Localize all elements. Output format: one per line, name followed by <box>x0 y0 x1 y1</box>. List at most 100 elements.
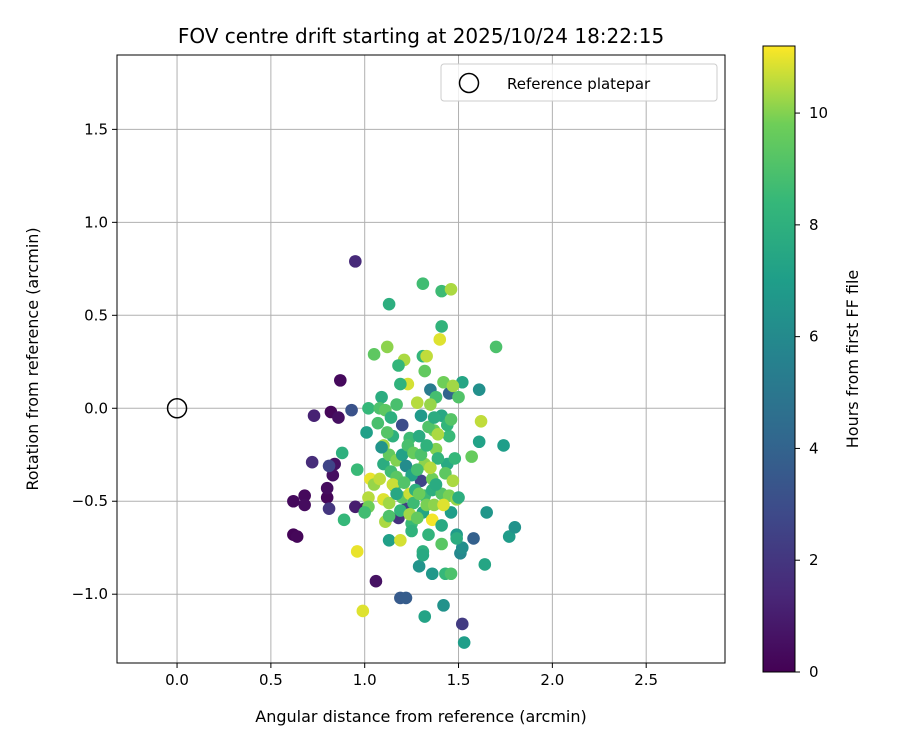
data-point <box>358 506 372 519</box>
y-tick-label: −1.0 <box>72 585 108 603</box>
data-point <box>407 496 420 510</box>
reference-platepar-marker <box>166 398 188 419</box>
data-point <box>435 519 448 532</box>
x-tick-label: 2.0 <box>540 671 564 689</box>
data-point <box>399 591 413 605</box>
data-point <box>478 558 492 571</box>
data-point <box>392 359 405 372</box>
colorbar-tick-label: 6 <box>809 328 819 346</box>
data-point <box>480 506 493 519</box>
data-point <box>446 379 460 393</box>
data-point <box>394 533 407 547</box>
colorbar-tick-label: 4 <box>809 439 819 457</box>
colorbar-tick-label: 2 <box>809 551 819 569</box>
data-point <box>371 416 385 430</box>
data-point <box>412 429 426 443</box>
x-tick-label: 1.0 <box>353 671 377 689</box>
data-point <box>410 511 424 525</box>
data-point <box>375 390 388 404</box>
data-point <box>465 450 478 463</box>
data-point <box>425 513 439 527</box>
data-point <box>287 494 300 508</box>
data-point <box>410 463 424 476</box>
data-point <box>414 474 428 488</box>
data-point <box>502 530 516 543</box>
plot-frame <box>116 54 726 664</box>
data-point <box>420 439 433 452</box>
data-point <box>350 545 364 558</box>
data-point <box>424 461 437 475</box>
data-point <box>322 502 336 515</box>
data-point <box>424 398 437 411</box>
data-point <box>337 513 351 527</box>
data-point <box>427 411 441 424</box>
data-point <box>418 364 432 378</box>
colorbar: 0 2 4 6 8 10 Hours from first FF file <box>762 45 862 681</box>
data-point <box>444 282 458 296</box>
data-point <box>350 463 364 476</box>
colorbar-tick-label: 0 <box>809 663 819 681</box>
data-point <box>455 541 469 555</box>
data-point <box>442 429 456 443</box>
x-tick-label: 0.0 <box>165 671 189 689</box>
data-point <box>320 491 334 504</box>
x-axis-label: Angular distance from reference (arcmin) <box>255 707 586 726</box>
y-tick-label: −0.5 <box>72 492 108 510</box>
data-point <box>405 524 418 538</box>
data-point <box>382 533 396 547</box>
data-point <box>422 420 435 434</box>
data-point <box>384 411 398 424</box>
data-point <box>429 478 443 491</box>
data-point <box>497 439 510 452</box>
data-point <box>373 472 387 486</box>
y-tick-label: 1.5 <box>84 120 108 138</box>
y-tick-label: 0.0 <box>84 399 108 417</box>
y-axis-ticks: −1.0 −0.5 0.0 0.5 1.0 1.5 <box>72 120 117 603</box>
x-tick-label: 1.5 <box>447 671 471 689</box>
data-point <box>382 297 396 311</box>
grid-lines <box>117 55 725 663</box>
data-point <box>416 277 430 290</box>
data-point <box>422 528 435 542</box>
data-point <box>307 409 321 423</box>
data-point <box>455 617 469 631</box>
data-point <box>412 560 426 573</box>
data-point <box>435 537 448 551</box>
data-point <box>437 599 450 612</box>
data-point <box>375 441 388 454</box>
data-point <box>450 532 463 545</box>
colorbar-label: Hours from first FF file <box>843 270 862 449</box>
data-point <box>489 340 503 354</box>
colorbar-tick-label: 8 <box>809 216 819 234</box>
data-point <box>425 567 439 581</box>
data-point <box>412 487 426 501</box>
data-point <box>410 396 424 409</box>
legend-box <box>440 63 718 102</box>
data-point <box>335 446 349 460</box>
data-point <box>382 496 396 510</box>
data-point <box>433 333 447 346</box>
data-point <box>472 383 486 396</box>
data-point <box>395 448 409 462</box>
y-tick-label: 0.5 <box>84 306 108 324</box>
data-point <box>290 530 304 543</box>
data-point <box>334 374 347 387</box>
data-point <box>457 636 471 649</box>
data-point <box>420 349 433 363</box>
colorbar-gradient <box>762 45 796 673</box>
data-point <box>414 448 428 462</box>
data-point <box>298 489 311 502</box>
data-point <box>356 604 370 618</box>
data-point <box>390 487 403 501</box>
legend-entry-reference-platepar: Reference platepar <box>507 75 651 93</box>
y-axis-label: Rotation from reference (arcmin) <box>23 227 42 490</box>
data-point <box>332 411 345 424</box>
data-point <box>369 574 383 588</box>
data-point <box>444 413 458 426</box>
data-point <box>322 459 336 473</box>
data-point <box>427 498 441 512</box>
legend: Reference platepar <box>440 63 718 102</box>
data-point <box>298 498 311 512</box>
data-points <box>287 255 522 649</box>
